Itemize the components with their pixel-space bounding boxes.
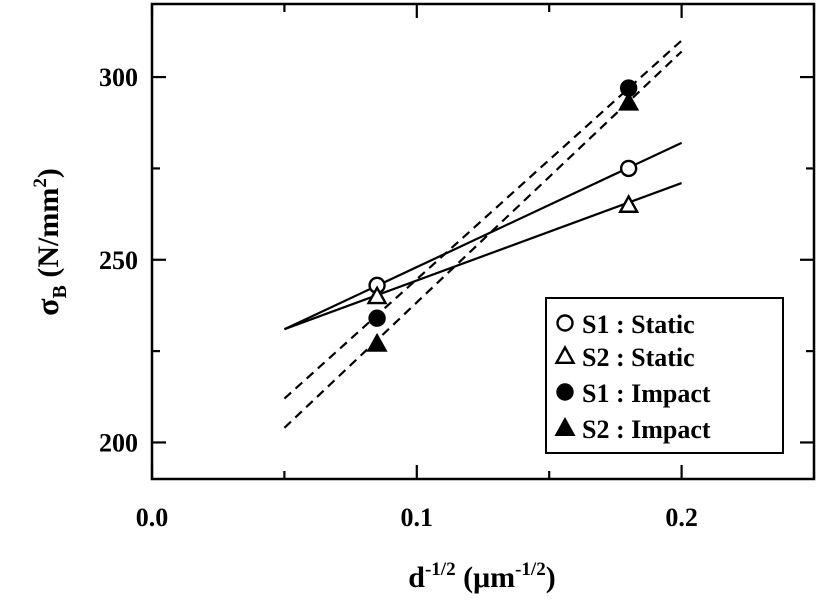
legend-marker-series-3: [556, 383, 574, 401]
data-point-series-2: [618, 193, 640, 213]
x-tick-label: 0.2: [665, 503, 698, 532]
x-axis-title-sup: -1/2: [425, 559, 456, 580]
data-point-series-4: [366, 332, 388, 352]
legend-label-s2-static: S2 : Static: [582, 343, 695, 372]
y-axis-title-unit-sup: 2: [30, 178, 51, 188]
y-axis-title-close: ): [32, 168, 65, 178]
legend-label-s1-static: S1 : Static: [582, 310, 695, 339]
legend-marker-series-4: [554, 417, 576, 436]
legend-marker-series-2: [554, 345, 576, 364]
fit-line-series-2: [284, 182, 682, 331]
x-tick-label: 0.0: [136, 503, 169, 532]
x-axis-title-unit-sup: -1/2: [515, 559, 546, 580]
x-axis-title-close: ): [546, 561, 556, 594]
axis-ticks: 0.0 0.1 0.2 200 250 300: [99, 4, 816, 532]
y-tick-label: 300: [99, 63, 138, 92]
legend-label-s1-impact: S1 : Impact: [582, 379, 711, 408]
x-axis-title-base: d: [408, 561, 425, 594]
data-point-series-3: [368, 309, 386, 327]
y-axis-title-unit: (N/mm: [32, 188, 65, 285]
x-axis-title: d-1/2 (μm-1/2): [408, 559, 555, 594]
y-tick-label: 250: [99, 246, 138, 275]
legend-markers: [554, 314, 576, 436]
y-axis-title-sub: B: [49, 285, 71, 298]
x-tick-label: 0.1: [401, 503, 434, 532]
fit-lines: [283, 39, 683, 429]
legend: S1 : Static S2 : Static S1 : Impact S2 :…: [545, 297, 784, 454]
data-point-series-2: [366, 285, 388, 305]
fit-line-series-1: [283, 141, 683, 331]
fit-line-series-4: [283, 50, 683, 429]
legend-box: [545, 297, 784, 454]
data-point-series-4: [618, 91, 640, 111]
data-point-series-1: [619, 159, 638, 178]
legend-label-s2-impact: S2 : Impact: [582, 415, 711, 444]
legend-marker-series-1: [556, 314, 574, 332]
y-axis-title-base: σ: [29, 298, 65, 316]
x-axis-title-unit: (μm: [456, 561, 516, 594]
plot-frame: [150, 2, 816, 481]
data-points: [366, 79, 640, 352]
y-axis-title: σB (N/mm2): [29, 168, 71, 316]
y-tick-label: 200: [99, 428, 138, 457]
